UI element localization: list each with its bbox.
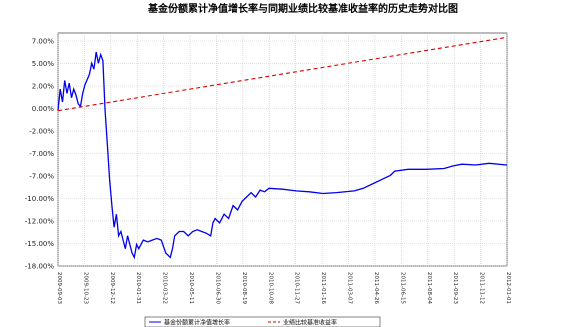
- x-tick-label: 2012-01-01: [505, 272, 511, 304]
- x-tick-label: 2010-01-31: [135, 272, 141, 304]
- x-tick-label: 2011-06-15: [399, 272, 405, 304]
- series-layer: [57, 36, 508, 260]
- x-tick-label: 2009-09-03: [56, 272, 62, 304]
- series-line-2: [57, 36, 508, 112]
- series-line-1: [57, 51, 508, 260]
- x-tick-label: 2011-01-16: [320, 272, 326, 304]
- x-tick-label: 2011-08-04: [426, 272, 432, 304]
- y-tick-label: 7.00%: [32, 38, 55, 46]
- y-tick-label: 0.00%: [32, 105, 55, 113]
- x-tick-label: 2011-03-07: [347, 272, 353, 304]
- x-tick-label: 2010-10-08: [267, 272, 273, 304]
- x-tick-label: 2011-09-23: [452, 272, 458, 304]
- x-tick-label: 2010-11-27: [294, 272, 300, 304]
- y-tick-label: -18.00%: [25, 263, 55, 271]
- y-axis: 7.00% 5.00% 2.00% 0.00% -2.00% -7.00% -7.00% -1…: [25, 38, 55, 271]
- x-tick-label: 2011-11-12: [479, 272, 485, 304]
- legend-box: [144, 316, 381, 327]
- x-tick-label: 2010-05-11: [188, 272, 194, 304]
- y-tick-label: 2.00%: [32, 83, 55, 91]
- grid-layer: [57, 33, 508, 267]
- x-tick-label: 2010-08-19: [241, 272, 247, 304]
- x-tick-label: 2010-03-22: [162, 272, 168, 304]
- legend-label: 业绩比较基准收益率: [283, 319, 337, 327]
- y-tick-label: -15.00%: [25, 240, 55, 248]
- y-tick-label: 5.00%: [32, 60, 55, 68]
- chart-title: 基金份额累计净值增长率与同期业绩比较基准收益率的历史走势对比图: [147, 2, 458, 15]
- plot-area: [57, 32, 508, 267]
- y-tick-label: -12.00%: [25, 218, 55, 226]
- legend: 基金份额累计净值增长率 业绩比较基准收益率: [144, 316, 381, 327]
- x-tick-label: 2011-04-26: [373, 272, 379, 304]
- y-tick-label: -10.00%: [25, 195, 55, 203]
- y-tick-label: -7.00%: [29, 173, 54, 181]
- x-axis: 2009-09-03 2009-10-23 2009-12-12 2010-01-31…: [56, 272, 511, 304]
- x-tick-label: 2009-10-23: [82, 272, 88, 304]
- y-tick-label: -2.00%: [29, 128, 54, 136]
- legend-label: 基金份额累计净值增长率: [164, 319, 230, 327]
- x-tick-label: 2009-12-12: [109, 272, 115, 304]
- x-tick-label: 2010-06-30: [214, 272, 220, 304]
- y-tick-label: -7.00%: [29, 150, 54, 158]
